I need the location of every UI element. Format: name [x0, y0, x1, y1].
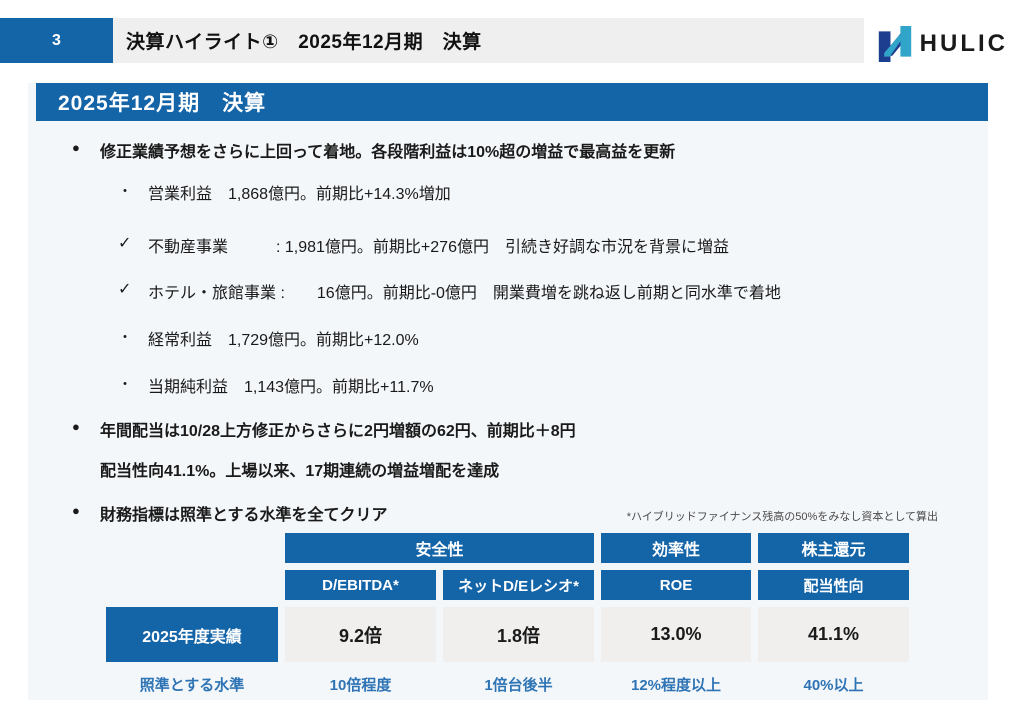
table-group-header-shareholder-return: 株主還元 — [758, 533, 909, 563]
table-target-net-de-ratio: 1倍台後半 — [484, 676, 553, 694]
bullet-icon: ● — [72, 140, 80, 155]
check-hotel-text: ホテル・旅館事業 : 16億円。前期比-0億円 開業費増を跳ね返し前期と同水準で… — [148, 285, 781, 302]
table-subheader-payout-ratio: 配当性向 — [758, 570, 909, 600]
table-row-label-target-levels: 照準とする水準 — [139, 676, 245, 694]
table-subheader-net-de-ratio: ネットD/Eレシオ* — [443, 570, 594, 600]
dot-icon: ・ — [118, 329, 132, 345]
bullet-financial-metrics-text: 財務指標は照準とする水準を全てクリア — [100, 507, 388, 524]
table-value-d-ebitda: 9.2倍 — [285, 607, 436, 662]
table-subheader-d-ebitda: D/EBITDA* — [285, 570, 436, 600]
check-hotel: ✓ ホテル・旅館事業 : 16億円。前期比-0億円 開業費増を跳ね返し前期と同水… — [118, 279, 781, 303]
page-number: 3 — [52, 31, 61, 49]
bullet-icon: ● — [72, 503, 80, 518]
hybrid-finance-footnote: *ハイブリッドファイナンス残高の50%をみなし資本として算出 — [626, 511, 938, 523]
hulic-logo-icon — [877, 26, 913, 62]
table-row-label-fy2025-results: 2025年度実績 — [106, 607, 278, 662]
hulic-logo-text: HULIC — [919, 30, 1008, 57]
bullet-dividend-continuation: 配当性向41.1%。上場以来、17期連続の増益増配を達成 — [100, 457, 499, 481]
financial-metrics-table: 安全性 効率性 株主還元 D/EBITDA* ネットD/Eレシオ* ROE 配当… — [106, 533, 909, 699]
check-real-estate-text: 不動産事業 : 1,981億円。前期比+276億円 引続き好調な市況を背景に増益 — [148, 239, 729, 256]
dot-icon: ・ — [118, 376, 132, 392]
page-number-badge: 3 — [0, 18, 113, 63]
table-group-header-safety: 安全性 — [285, 533, 594, 563]
bullet-net-income-text: 当期純利益 1,143億円。前期比+11.7% — [148, 379, 434, 396]
bullet-ordinary-profit: ・ 経常利益 1,729億円。前期比+12.0% — [118, 326, 419, 350]
table-value-payout-ratio: 41.1% — [758, 607, 909, 662]
bullet-icon: ● — [72, 419, 80, 434]
bullet-highlight: ● 修正業績予想をさらに上回って着地。各段階利益は10%超の増益で最高益を更新 — [72, 138, 675, 162]
bullet-ordinary-profit-text: 経常利益 1,729億円。前期比+12.0% — [148, 332, 419, 349]
slide-header-title: 決算ハイライト① 2025年12月期 決算 — [126, 32, 482, 53]
bullet-dividend-continuation-text: 配当性向41.1%。上場以来、17期連続の増益増配を達成 — [100, 463, 500, 480]
dot-icon: ・ — [118, 183, 132, 199]
table-group-header-efficiency: 効率性 — [601, 533, 751, 563]
bullet-net-income: ・ 当期純利益 1,143億円。前期比+11.7% — [118, 373, 434, 397]
content-panel: 2025年12月期 決算 ● 修正業績予想をさらに上回って着地。各段階利益は10… — [28, 83, 988, 700]
bullet-highlight-text: 修正業績予想をさらに上回って着地。各段階利益は10%超の増益で最高益を更新 — [100, 144, 676, 161]
bullet-operating-profit: ・ 営業利益 1,868億円。前期比+14.3%増加 — [118, 180, 451, 204]
section-title-bar: 2025年12月期 決算 — [36, 83, 988, 121]
table-subheader-roe: ROE — [601, 570, 751, 600]
check-icon: ✓ — [118, 235, 132, 252]
table-target-roe: 12%程度以上 — [630, 676, 722, 694]
table-target-d-ebitda: 10倍程度 — [329, 676, 392, 694]
section-title: 2025年12月期 決算 — [58, 92, 267, 115]
company-logo: HULIC — [877, 24, 1008, 64]
table-value-net-de-ratio: 1.8倍 — [443, 607, 594, 662]
check-icon: ✓ — [118, 281, 132, 298]
bullet-dividend-text: 年間配当は10/28上方修正からさらに2円増額の62円、前期比＋8円 — [100, 423, 576, 440]
bullet-dividend: ● 年間配当は10/28上方修正からさらに2円増額の62円、前期比＋8円 — [72, 417, 576, 441]
table-value-roe: 13.0% — [601, 607, 751, 662]
header-band: 決算ハイライト① 2025年12月期 決算 — [113, 18, 864, 63]
bullet-operating-profit-text: 営業利益 1,868億円。前期比+14.3%増加 — [148, 186, 451, 203]
check-real-estate: ✓ 不動産事業 : 1,981億円。前期比+276億円 引続き好調な市況を背景に… — [118, 233, 729, 257]
bullet-financial-metrics: ● 財務指標は照準とする水準を全てクリア — [72, 501, 388, 525]
table-target-payout-ratio: 40%以上 — [803, 676, 864, 694]
